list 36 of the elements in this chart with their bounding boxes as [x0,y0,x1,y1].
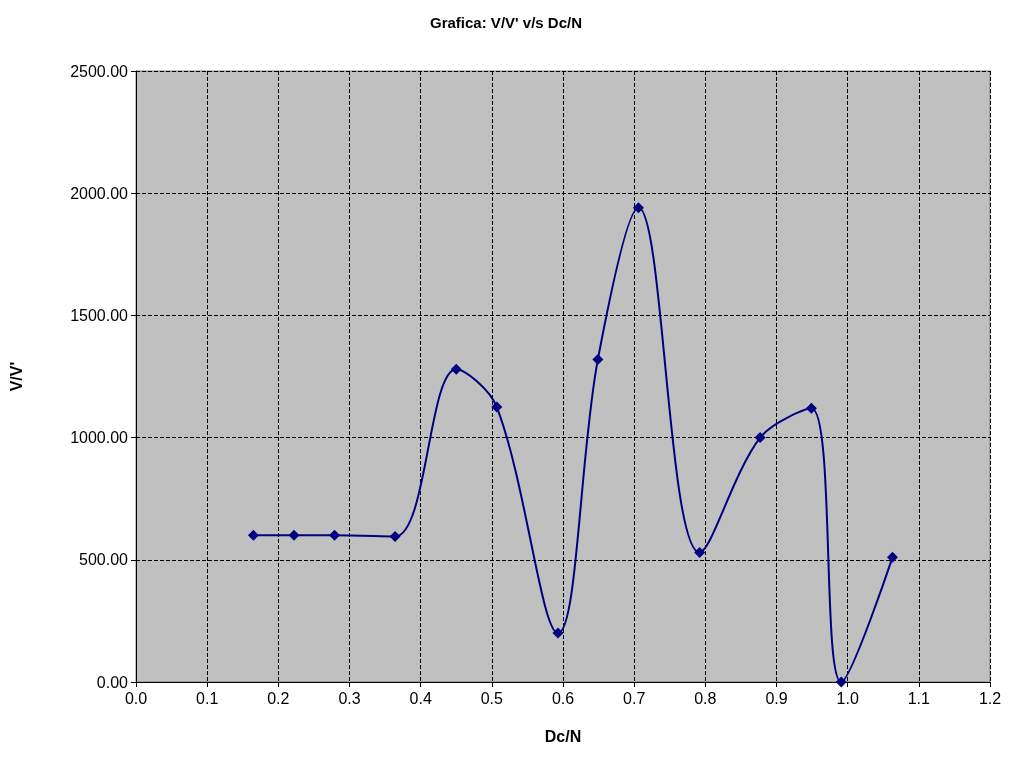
point [592,353,604,365]
point [694,546,706,558]
point [389,531,401,543]
chart-title: Grafica: V/V' v/s Dc/N [430,14,582,31]
x-tick-label: 0.1 [196,689,219,707]
y-tick-label: 2500.00 [70,62,129,80]
x-tick-label: 0.0 [124,689,148,707]
point [632,202,644,214]
y-tick-label: 2000.00 [70,184,129,202]
x-tick-label: 0.9 [765,689,788,707]
y-tick-label: 1500.00 [70,306,129,324]
x-tick-label: 0.2 [267,689,290,707]
x-tick-label: 1.0 [836,689,859,707]
point [288,529,300,541]
x-tick-label: 0.7 [623,689,646,707]
point [247,529,259,541]
point [887,551,898,563]
x-tick-label: 0.5 [480,689,504,707]
point [552,627,564,639]
x-tick-label: 1.1 [907,689,931,707]
x-tick-label: 0.4 [409,689,432,707]
y-axis-title: V/V' [7,361,25,392]
point [491,401,503,413]
x-tick-label: 0.3 [338,689,361,707]
point [805,402,817,414]
point [329,529,341,541]
x-axis-title: Dc/N [544,727,582,745]
point [754,432,766,444]
y-tick-label: 500.00 [79,551,129,569]
x-tick-label: 1.2 [978,689,1002,707]
point [835,676,847,688]
y-tick-label: 1000.00 [70,429,129,447]
point [450,363,462,375]
x-tick-label: 0.8 [694,689,717,707]
x-tick-label: 0.6 [551,689,575,707]
y-tick-label: 0.00 [96,673,129,691]
